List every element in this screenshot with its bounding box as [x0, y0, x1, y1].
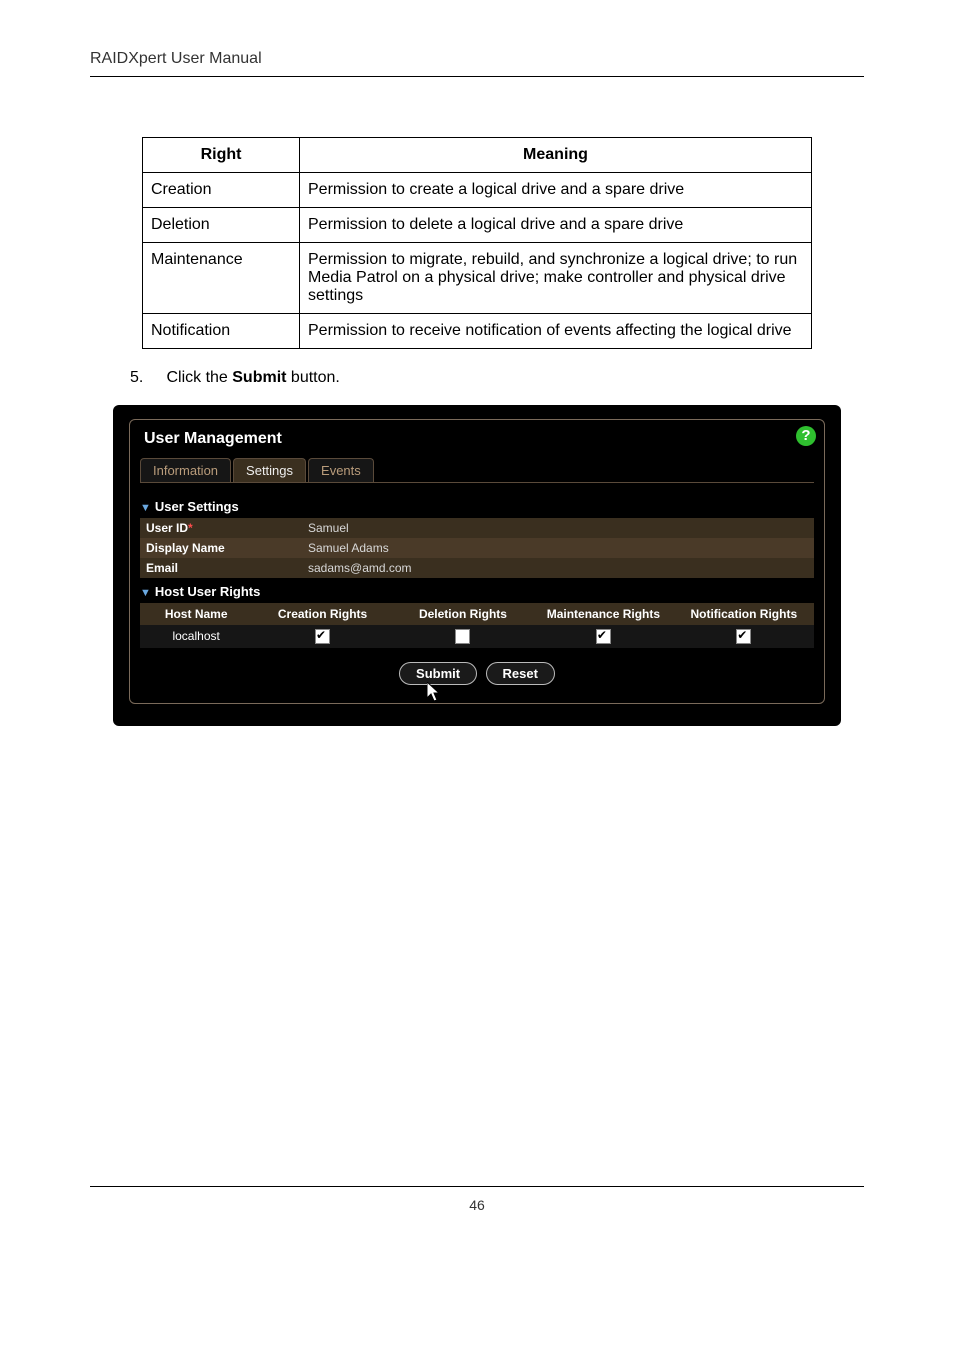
rights-table: Right Meaning Creation Permission to cre… [142, 137, 812, 349]
user-id-value[interactable]: Samuel [302, 518, 814, 538]
col-maintenance: Maintenance Rights [533, 603, 673, 625]
step-bold: Submit [232, 369, 286, 386]
right-meaning: Permission to receive notification of ev… [300, 314, 812, 349]
required-star: * [188, 521, 193, 535]
host-rights-row: localhost [140, 625, 814, 648]
col-creation: Creation Rights [252, 603, 392, 625]
rights-col-meaning: Meaning [300, 138, 812, 173]
col-hostname: Host Name [140, 603, 252, 625]
tab-settings[interactable]: Settings [233, 458, 306, 482]
host-rights-columns: Host Name Creation Rights Deletion Right… [140, 603, 814, 625]
maintenance-checkbox[interactable] [596, 629, 611, 644]
host-rights-header: ▼ Host User Rights [140, 578, 814, 603]
page-header: RAIDXpert User Manual [90, 50, 864, 77]
tab-information[interactable]: Information [140, 458, 231, 482]
user-id-label: User ID [146, 521, 188, 535]
host-name-value: localhost [140, 625, 252, 648]
deletion-checkbox[interactable] [455, 629, 470, 644]
email-label: Email [140, 558, 302, 578]
step-number: 5. [130, 369, 162, 387]
right-meaning: Permission to migrate, rebuild, and sync… [300, 243, 812, 314]
col-notification: Notification Rights [674, 603, 814, 625]
help-icon[interactable]: ? [796, 426, 816, 446]
user-management-screenshot: ? User Management Information Settings E… [113, 405, 841, 726]
chevron-down-icon: ▼ [140, 502, 151, 514]
tab-bar: Information Settings Events [140, 458, 814, 483]
user-id-row: User ID* Samuel [140, 518, 814, 538]
submit-button[interactable]: Submit [399, 662, 477, 685]
table-row: Notification Permission to receive notif… [143, 314, 812, 349]
user-settings-grid: User ID* Samuel Display Name Samuel Adam… [140, 518, 814, 578]
right-meaning: Permission to create a logical drive and… [300, 173, 812, 208]
right-name: Notification [143, 314, 300, 349]
right-name: Maintenance [143, 243, 300, 314]
panel-title: User Management [140, 426, 814, 458]
page-number: 46 [90, 1186, 864, 1213]
right-name: Deletion [143, 208, 300, 243]
button-row: Submit Reset [140, 662, 814, 685]
right-meaning: Permission to delete a logical drive and… [300, 208, 812, 243]
user-settings-label: User Settings [155, 499, 239, 514]
step-instruction: 5. Click the Submit button. [130, 369, 864, 387]
step-text-before: Click the [166, 369, 232, 386]
notification-checkbox[interactable] [736, 629, 751, 644]
right-name: Creation [143, 173, 300, 208]
chevron-down-icon: ▼ [140, 587, 151, 599]
email-value[interactable]: sadams@amd.com [302, 558, 814, 578]
reset-button[interactable]: Reset [486, 662, 555, 685]
creation-checkbox[interactable] [315, 629, 330, 644]
tab-events[interactable]: Events [308, 458, 374, 482]
display-name-value[interactable]: Samuel Adams [302, 538, 814, 558]
rights-col-right: Right [143, 138, 300, 173]
table-row: Deletion Permission to delete a logical … [143, 208, 812, 243]
step-text-after: button. [286, 369, 339, 386]
display-name-row: Display Name Samuel Adams [140, 538, 814, 558]
cursor-icon [427, 682, 445, 704]
col-deletion: Deletion Rights [393, 603, 533, 625]
table-row: Creation Permission to create a logical … [143, 173, 812, 208]
host-rights-label: Host User Rights [155, 584, 260, 599]
table-row: Maintenance Permission to migrate, rebui… [143, 243, 812, 314]
user-settings-header: ▼ User Settings [140, 493, 814, 518]
email-row: Email sadams@amd.com [140, 558, 814, 578]
display-name-label: Display Name [140, 538, 302, 558]
